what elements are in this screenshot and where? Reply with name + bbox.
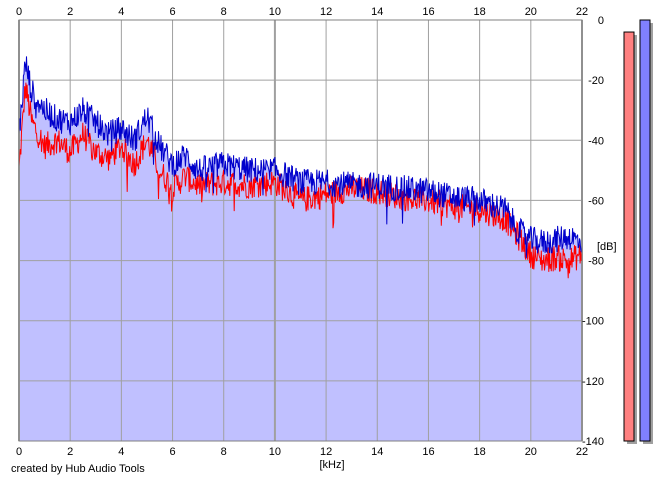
y-axis-label: [dB] xyxy=(597,241,617,253)
x-tick-label-bottom: 14 xyxy=(371,446,383,458)
y-tick-label: -80 xyxy=(588,256,604,268)
y-tick-label: -60 xyxy=(588,195,604,207)
y-tick-label: -140 xyxy=(582,436,604,448)
y-tick-label: -120 xyxy=(582,376,604,388)
credit-text: created by Hub Audio Tools xyxy=(11,463,145,475)
x-tick-label-bottom: 4 xyxy=(118,446,124,458)
x-tick-label-top: 20 xyxy=(525,6,537,18)
x-tick-label-top: 16 xyxy=(422,6,434,18)
x-tick-label-top: 2 xyxy=(67,6,73,18)
level-meter-right xyxy=(639,19,651,442)
x-tick-label-bottom: 6 xyxy=(169,446,175,458)
x-tick-label-top: 22 xyxy=(576,6,588,18)
x-tick-label-bottom: 12 xyxy=(320,446,332,458)
series-line-right xyxy=(18,56,583,259)
x-axis-label: [kHz] xyxy=(319,459,344,471)
x-tick-label-top: 12 xyxy=(320,6,332,18)
x-tick-label-top: 18 xyxy=(474,6,486,18)
y-tick-label: -100 xyxy=(582,316,604,328)
x-tick-label-top: 10 xyxy=(269,6,281,18)
x-tick-label-bottom: 18 xyxy=(474,446,486,458)
x-tick-label-bottom: 22 xyxy=(576,446,588,458)
y-tick-label: 0 xyxy=(598,15,604,27)
x-tick-label-top: 0 xyxy=(16,6,22,18)
level-meter-left xyxy=(623,31,635,442)
x-tick-label-top: 8 xyxy=(221,6,227,18)
x-tick-label-bottom: 2 xyxy=(67,446,73,458)
y-tick-label: -40 xyxy=(588,135,604,147)
x-tick-label-bottom: 10 xyxy=(269,446,281,458)
x-tick-label-bottom: 16 xyxy=(422,446,434,458)
spectrum-fill xyxy=(19,56,582,442)
x-tick-label-bottom: 0 xyxy=(16,446,22,458)
x-tick-label-bottom: 20 xyxy=(525,446,537,458)
x-tick-label-top: 6 xyxy=(169,6,175,18)
x-tick-label-top: 4 xyxy=(118,6,124,18)
x-tick-label-bottom: 8 xyxy=(221,446,227,458)
y-tick-label: -20 xyxy=(588,75,604,87)
x-tick-label-top: 14 xyxy=(371,6,383,18)
plot-frame xyxy=(18,19,583,442)
